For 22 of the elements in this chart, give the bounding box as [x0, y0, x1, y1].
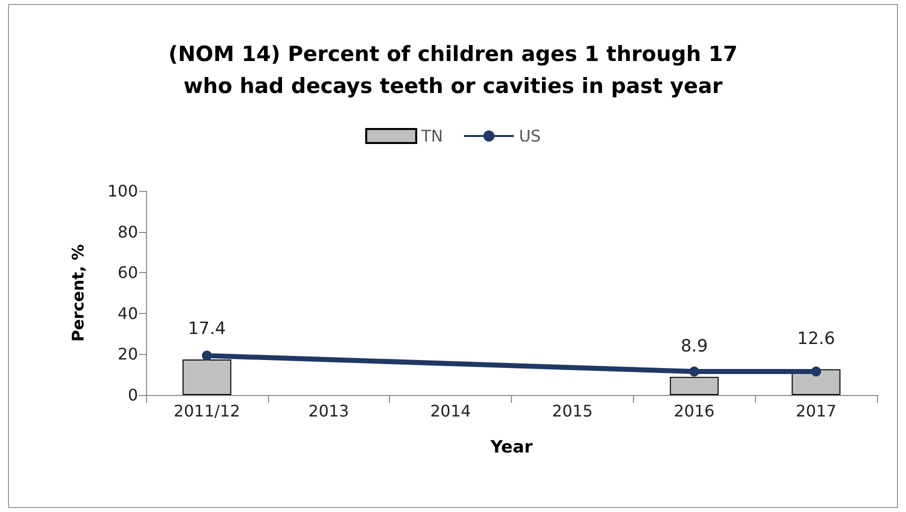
x-tick-label: 2016 — [674, 402, 715, 420]
x-tick-label: 2017 — [796, 402, 836, 420]
y-axis-title: Percent, % — [68, 244, 88, 342]
y-tick-label: 100 — [107, 182, 138, 200]
x-tick-label: 2015 — [552, 402, 593, 420]
data-label: 8.9 — [680, 336, 708, 356]
x-tick-label: 2013 — [308, 402, 350, 420]
x-tick-label: 2011/12 — [174, 402, 240, 420]
data-label: 17.4 — [188, 319, 226, 340]
legend-label: TN — [420, 126, 443, 146]
y-tick-label: 80 — [118, 222, 138, 242]
chart-title: (NOM 14) Percent of children ages 1 through 17 who had decays teeth or cavities in past year — [168, 42, 738, 98]
bar — [182, 360, 232, 395]
bar — [670, 376, 719, 395]
legend-label: US — [518, 126, 541, 146]
y-tick-label: 0 — [128, 386, 138, 404]
y-tick-label: 60 — [118, 263, 138, 282]
x-tick-label: 2014 — [430, 402, 471, 420]
x-axis-title: Year — [489, 438, 534, 458]
data-label: 12.6 — [797, 328, 836, 349]
y-tick-label: 20 — [118, 344, 138, 364]
y-tick-label: 40 — [118, 304, 138, 323]
